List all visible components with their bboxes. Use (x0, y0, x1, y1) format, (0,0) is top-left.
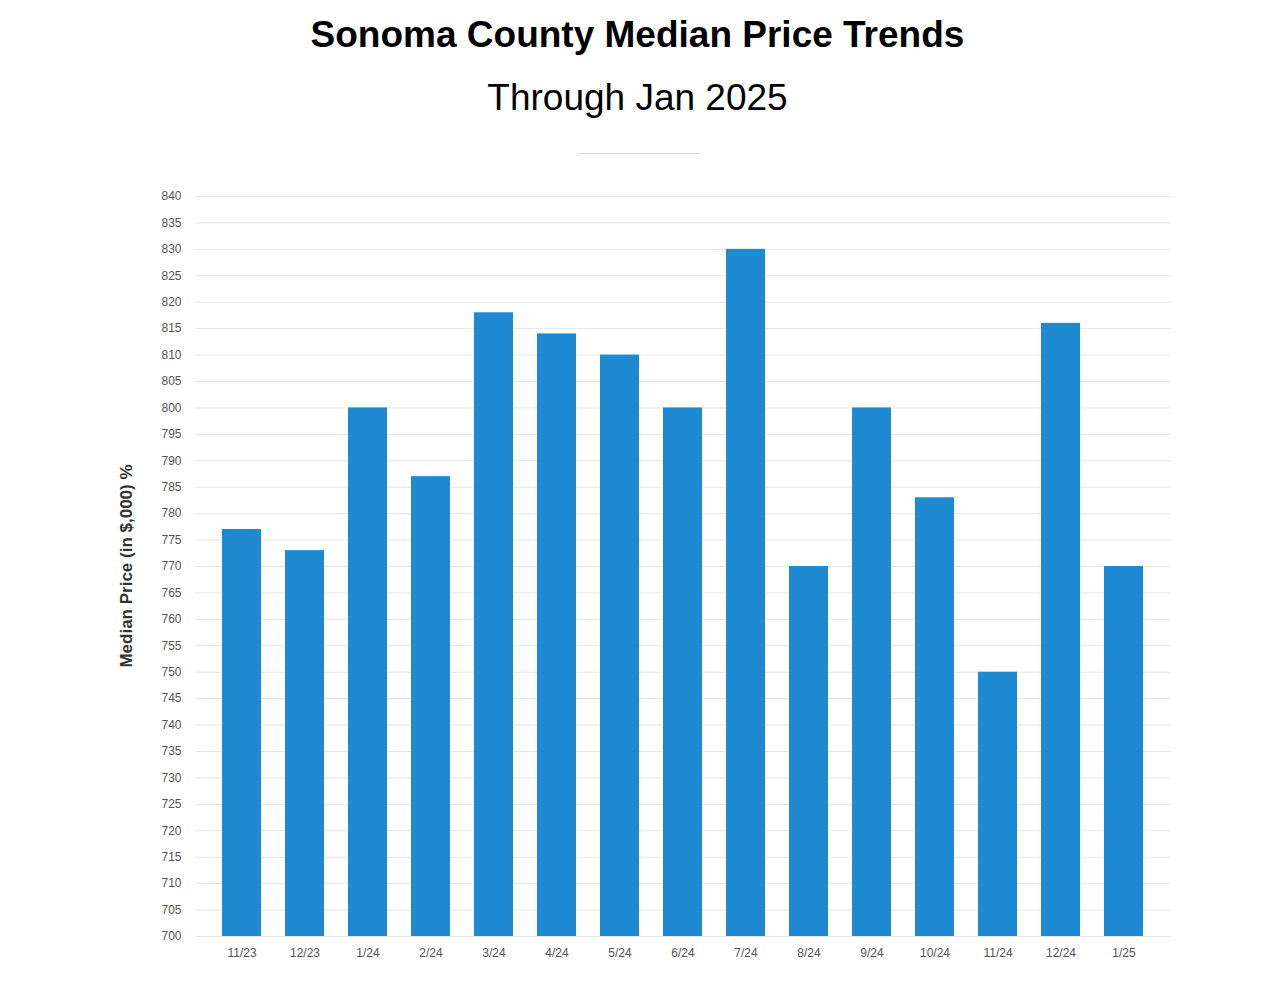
svg-text:805: 805 (161, 374, 181, 388)
svg-text:4/24: 4/24 (545, 946, 569, 960)
svg-text:795: 795 (161, 427, 181, 441)
html-text:Median Price (in $,000) %: Median Price (in $,000) % (117, 464, 136, 668)
svg-text:790: 790 (161, 454, 181, 468)
svg-text:725: 725 (161, 797, 181, 811)
svg-text:810: 810 (161, 348, 181, 362)
svg-text:815: 815 (161, 321, 181, 335)
svg-text:825: 825 (161, 269, 181, 283)
svg-text:730: 730 (161, 771, 181, 785)
svg-text:765: 765 (161, 586, 181, 600)
html-text:Sonoma County Median Price Tre: Sonoma County Median Price Trends (310, 14, 965, 55)
svg-text:735: 735 (161, 744, 181, 758)
svg-text:2/24: 2/24 (419, 946, 443, 960)
svg-text:8/24: 8/24 (797, 946, 821, 960)
svg-text:9/24: 9/24 (860, 946, 884, 960)
svg-text:6/24: 6/24 (671, 946, 695, 960)
svg-text:780: 780 (161, 506, 181, 520)
svg-text:1/25: 1/25 (1112, 946, 1136, 960)
svg-text:12/24: 12/24 (1046, 946, 1076, 960)
svg-text:715: 715 (161, 850, 181, 864)
svg-text:11/24: 11/24 (983, 946, 1012, 960)
svg-text:740: 740 (161, 718, 181, 732)
svg-text:835: 835 (161, 216, 181, 230)
svg-text:840: 840 (161, 189, 181, 203)
svg-text:5/24: 5/24 (608, 946, 632, 960)
svg-text:720: 720 (161, 824, 181, 838)
svg-text:7/24: 7/24 (734, 946, 758, 960)
svg-text:760: 760 (161, 612, 181, 626)
svg-text:705: 705 (161, 903, 181, 917)
svg-text:755: 755 (161, 639, 181, 653)
svg-text:750: 750 (161, 665, 181, 679)
svg-text:785: 785 (161, 480, 181, 494)
svg-text:800: 800 (161, 401, 181, 415)
svg-text:710: 710 (161, 876, 181, 890)
svg-text:745: 745 (161, 691, 181, 705)
svg-text:3/24: 3/24 (482, 946, 506, 960)
svg-text:775: 775 (161, 533, 181, 547)
svg-text:700: 700 (161, 929, 181, 943)
svg-text:11/23: 11/23 (227, 946, 256, 960)
svg-text:830: 830 (161, 242, 181, 256)
svg-text:1/24: 1/24 (356, 946, 380, 960)
svg-text:12/23: 12/23 (290, 946, 320, 960)
svg-text:770: 770 (161, 559, 181, 573)
html-text:Through Jan 2025: Through Jan 2025 (487, 77, 788, 118)
svg-text:10/24: 10/24 (920, 946, 950, 960)
svg-text:820: 820 (161, 295, 181, 309)
